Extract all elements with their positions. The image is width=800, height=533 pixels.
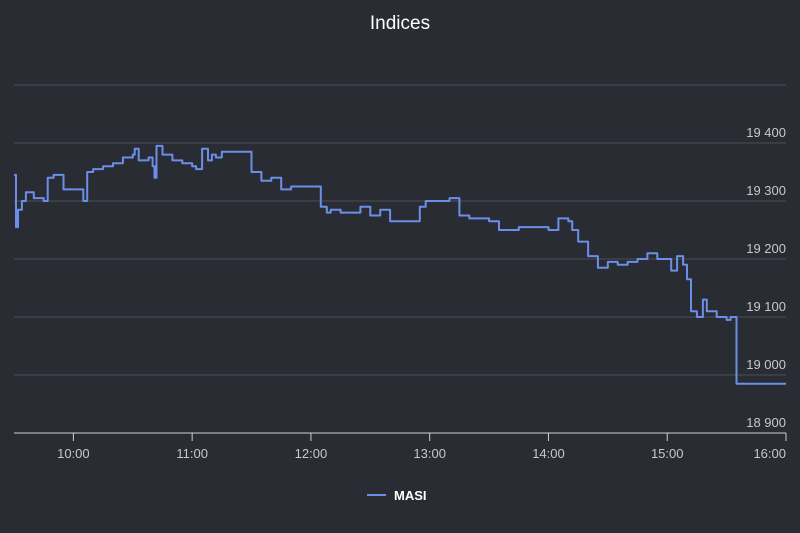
- y-tick-label: 19 200: [746, 241, 786, 256]
- y-tick-label: 19 400: [746, 125, 786, 140]
- x-tick-label: 11:00: [176, 446, 208, 461]
- x-tick-label: 15:00: [651, 446, 684, 461]
- y-axis-labels: 18 900 19 000 19 100 19 200 19 300 19 400: [746, 125, 786, 430]
- y-tick-label: 19 300: [746, 183, 786, 198]
- series-line-masi: [14, 144, 786, 385]
- legend[interactable]: MASI: [367, 488, 427, 503]
- y-tick-label: 19 100: [746, 299, 786, 314]
- chart-title: Indices: [370, 13, 430, 34]
- x-tick-label: 14:00: [532, 446, 565, 461]
- x-tick-label: 16:00: [753, 446, 786, 461]
- legend-item-label[interactable]: MASI: [394, 488, 427, 503]
- series-layer: [14, 144, 786, 385]
- y-tick-label: 18 900: [746, 415, 786, 430]
- x-tick-label: 13:00: [413, 446, 446, 461]
- x-tick-label: 10:00: [57, 446, 90, 461]
- x-axis: 10:00 11:00 12:00 13:00 14:00 15:00 16:00: [14, 432, 787, 461]
- y-tick-label: 19 000: [746, 357, 786, 372]
- x-tick-label: 12:00: [295, 446, 328, 461]
